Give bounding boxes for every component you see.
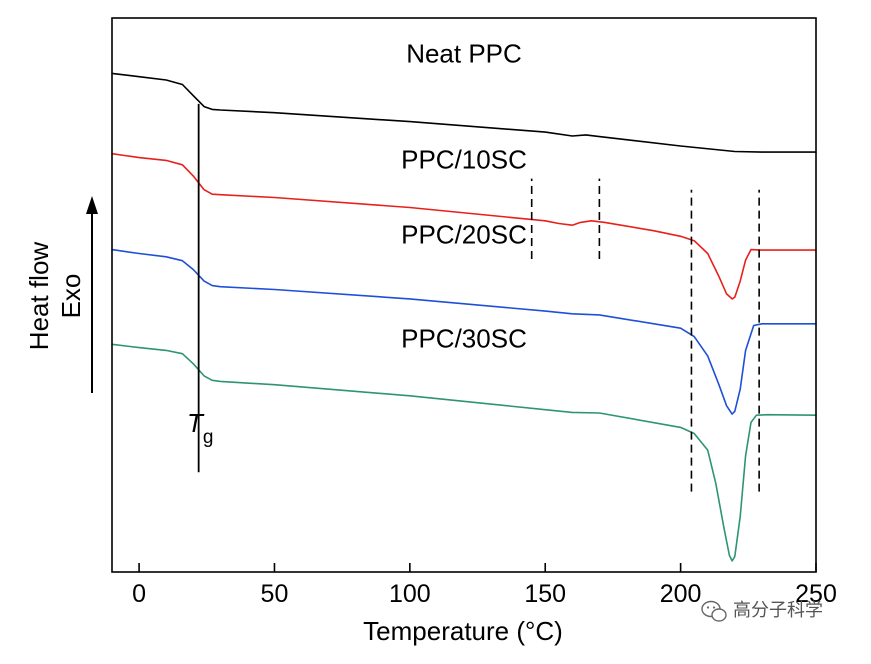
series-line-neat-ppc: [111, 72, 817, 153]
series-label-ppc-20sc: PPC/20SC: [401, 219, 527, 249]
x-tick-label-0: 0: [132, 580, 146, 608]
watermark: 高分子科学: [701, 600, 823, 622]
x-tick-label-250: 250: [795, 580, 837, 608]
x-tick-label-50: 50: [261, 580, 289, 608]
tg-label-subscript: g: [203, 427, 214, 448]
x-tick-label-200: 200: [660, 580, 702, 608]
tg-label: Tg: [187, 408, 213, 448]
exo-arrow-head: [86, 196, 98, 214]
series-layer: Neat PPC PPC/10SC PPC/20SC PPC/30SC: [111, 38, 817, 562]
y-axis-title-line2: Exo: [56, 274, 86, 319]
series-label-ppc-30sc: PPC/30SC: [401, 324, 527, 354]
watermark-text: 高分子科学: [733, 600, 823, 620]
annotation-layer: [197, 103, 760, 492]
y-axis-title: Heat flow Exo: [24, 242, 86, 351]
wechat-icon: [701, 600, 727, 622]
y-axis-title-line1: Heat flow: [24, 242, 54, 351]
x-axis-title: Temperature (°C): [363, 616, 563, 646]
x-tick-label-100: 100: [389, 580, 431, 608]
series-line-ppc-10sc: [111, 152, 817, 300]
x-tick-label-150: 150: [524, 580, 566, 608]
tg-label-t: T: [187, 408, 205, 438]
series-line-ppc-20sc: [111, 248, 817, 415]
x-axis: 0 50 100 150 200 250: [132, 563, 837, 608]
plot-frame: [111, 17, 817, 573]
series-label-ppc-10sc: PPC/10SC: [401, 145, 527, 175]
series-label-neat-ppc: Neat PPC: [406, 38, 522, 68]
series-line-ppc-30sc: [111, 343, 817, 562]
